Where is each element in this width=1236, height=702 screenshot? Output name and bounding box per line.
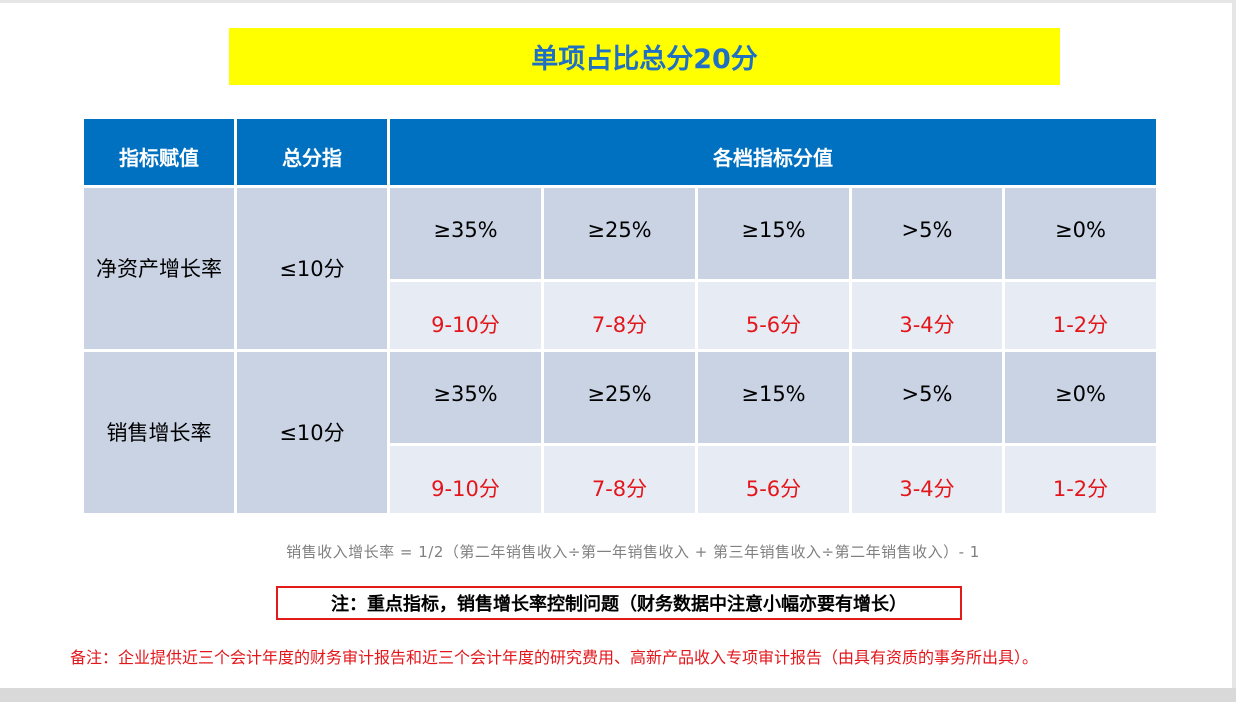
page-top-edge (0, 0, 1236, 3)
points-cell: 9-10分 (390, 282, 541, 349)
threshold-cell: ≥35% (390, 352, 541, 443)
header-total: 总分指 (237, 119, 387, 185)
points-cell: 3-4分 (852, 446, 1002, 513)
title-banner: 单项占比总分20分 (229, 28, 1060, 85)
threshold-cell: >5% (852, 352, 1002, 443)
points-cell: 5-6分 (698, 282, 849, 349)
row-total-sales-growth: ≤10分 (237, 352, 387, 513)
points-cell: 1-2分 (1005, 446, 1156, 513)
score-table: 指标赋值 总分指 各档指标分值 净资产增长率 ≤10分 ≥35% ≥25% ≥1… (84, 119, 1156, 513)
points-cell: 7-8分 (544, 446, 695, 513)
points-cell: 9-10分 (390, 446, 541, 513)
notice-text: 注：重点指标，销售增长率控制问题（财务数据中注意小幅亦要有增长） (331, 594, 907, 615)
remark-note: 备注：企业提供近三个会计年度的财务审计报告和近三个会计年度的研究费用、高新产品收… (70, 648, 1039, 667)
header-tiers: 各档指标分值 (390, 119, 1156, 185)
points-cell: 7-8分 (544, 282, 695, 349)
points-cell: 5-6分 (698, 446, 849, 513)
row-label-sales-growth: 销售增长率 (84, 352, 234, 513)
threshold-cell: ≥0% (1005, 352, 1156, 443)
header-indicator: 指标赋值 (84, 119, 234, 185)
page-bottom-edge (0, 688, 1236, 702)
threshold-cell: ≥15% (698, 188, 849, 279)
points-cell: 1-2分 (1005, 282, 1156, 349)
row-total-net-asset-growth: ≤10分 (237, 188, 387, 349)
threshold-cell: >5% (852, 188, 1002, 279)
page-title: 单项占比总分20分 (531, 44, 758, 75)
points-cell: 3-4分 (852, 282, 1002, 349)
growth-formula: 销售收入增长率 = 1/2（第二年销售收入÷第一年销售收入 + 第三年销售收入÷… (286, 543, 980, 561)
threshold-cell: ≥35% (390, 188, 541, 279)
threshold-cell: ≥0% (1005, 188, 1156, 279)
key-indicator-notice: 注：重点指标，销售增长率控制问题（财务数据中注意小幅亦要有增长） (276, 586, 962, 620)
threshold-cell: ≥25% (544, 188, 695, 279)
page-right-edge (1232, 0, 1236, 702)
threshold-cell: ≥25% (544, 352, 695, 443)
threshold-cell: ≥15% (698, 352, 849, 443)
row-label-net-asset-growth: 净资产增长率 (84, 188, 234, 349)
